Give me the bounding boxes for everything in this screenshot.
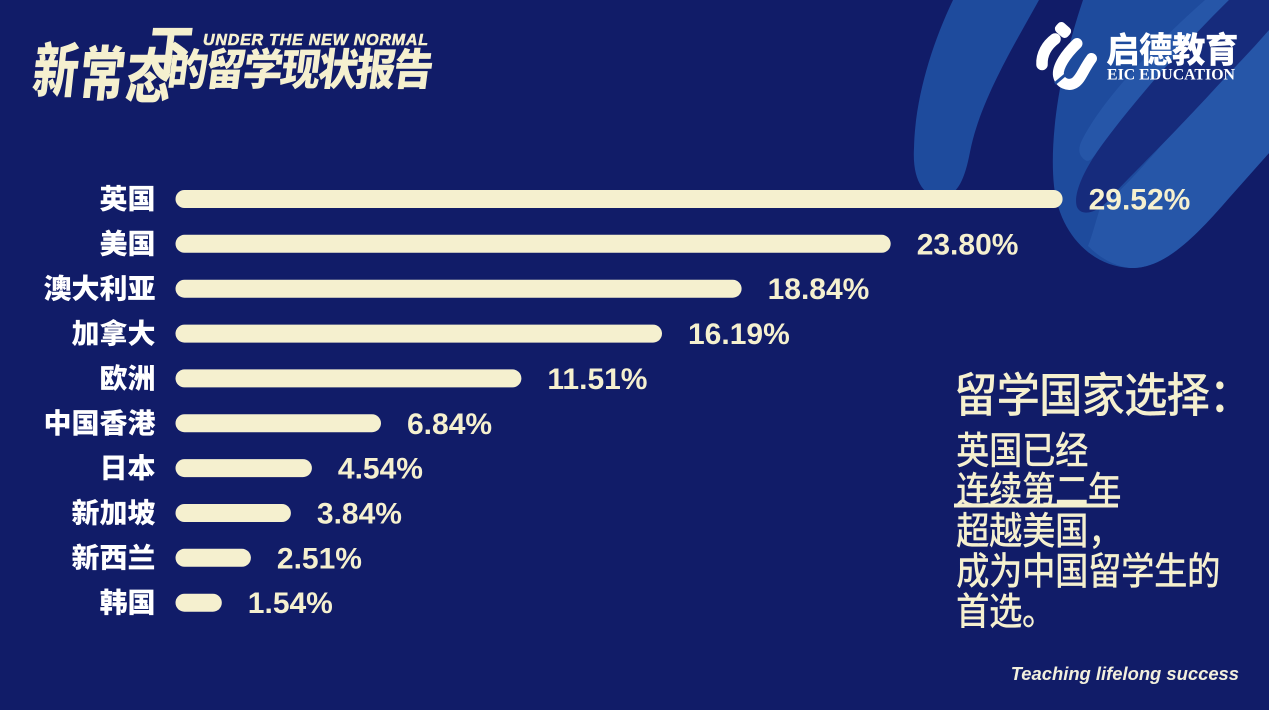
- svg-text:29.52%: 29.52%: [1089, 184, 1191, 217]
- svg-text:UNDER THE NEW NORMAL: UNDER THE NEW NORMAL: [203, 32, 429, 49]
- svg-text:6.84%: 6.84%: [407, 408, 492, 441]
- svg-text:18.84%: 18.84%: [768, 273, 870, 306]
- svg-text:2.51%: 2.51%: [277, 542, 362, 575]
- svg-text:11.51%: 11.51%: [547, 363, 647, 396]
- svg-text:EIC EDUCATION: EIC EDUCATION: [1107, 67, 1235, 84]
- svg-text:3.84%: 3.84%: [317, 498, 402, 531]
- svg-text:16.19%: 16.19%: [688, 318, 790, 351]
- svg-text:Teaching lifelong success: Teaching lifelong success: [1011, 663, 1239, 684]
- svg-text:4.54%: 4.54%: [338, 453, 423, 486]
- svg-text:23.80%: 23.80%: [917, 228, 1019, 261]
- svg-text:1.54%: 1.54%: [248, 587, 333, 620]
